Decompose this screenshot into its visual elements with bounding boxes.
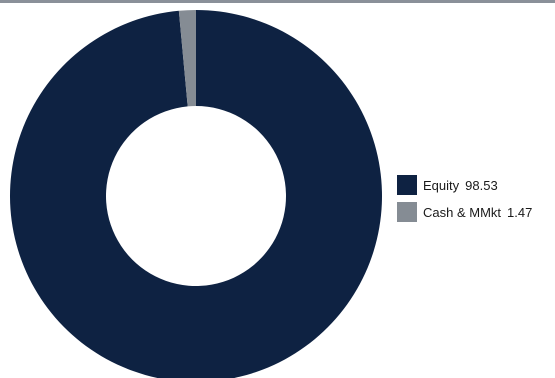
legend-item-cash: Cash & MMkt 1.47 <box>397 201 532 223</box>
legend-swatch-cash <box>397 202 417 222</box>
legend-value-cash: 1.47 <box>507 204 533 220</box>
donut-slice-equity <box>10 10 382 378</box>
top-divider-rule <box>0 0 555 3</box>
donut-slice-cash-mmkt <box>178 10 196 107</box>
legend-swatch-equity <box>397 175 417 195</box>
legend-label-equity: Equity <box>423 177 460 193</box>
legend-label-cash: Cash & MMkt <box>423 204 502 220</box>
legend-item-equity: Equity 98.53 <box>397 174 532 196</box>
legend-value-equity: 98.53 <box>465 177 498 193</box>
chart-legend: Equity 98.53 Cash & MMkt 1.47 <box>397 174 532 228</box>
